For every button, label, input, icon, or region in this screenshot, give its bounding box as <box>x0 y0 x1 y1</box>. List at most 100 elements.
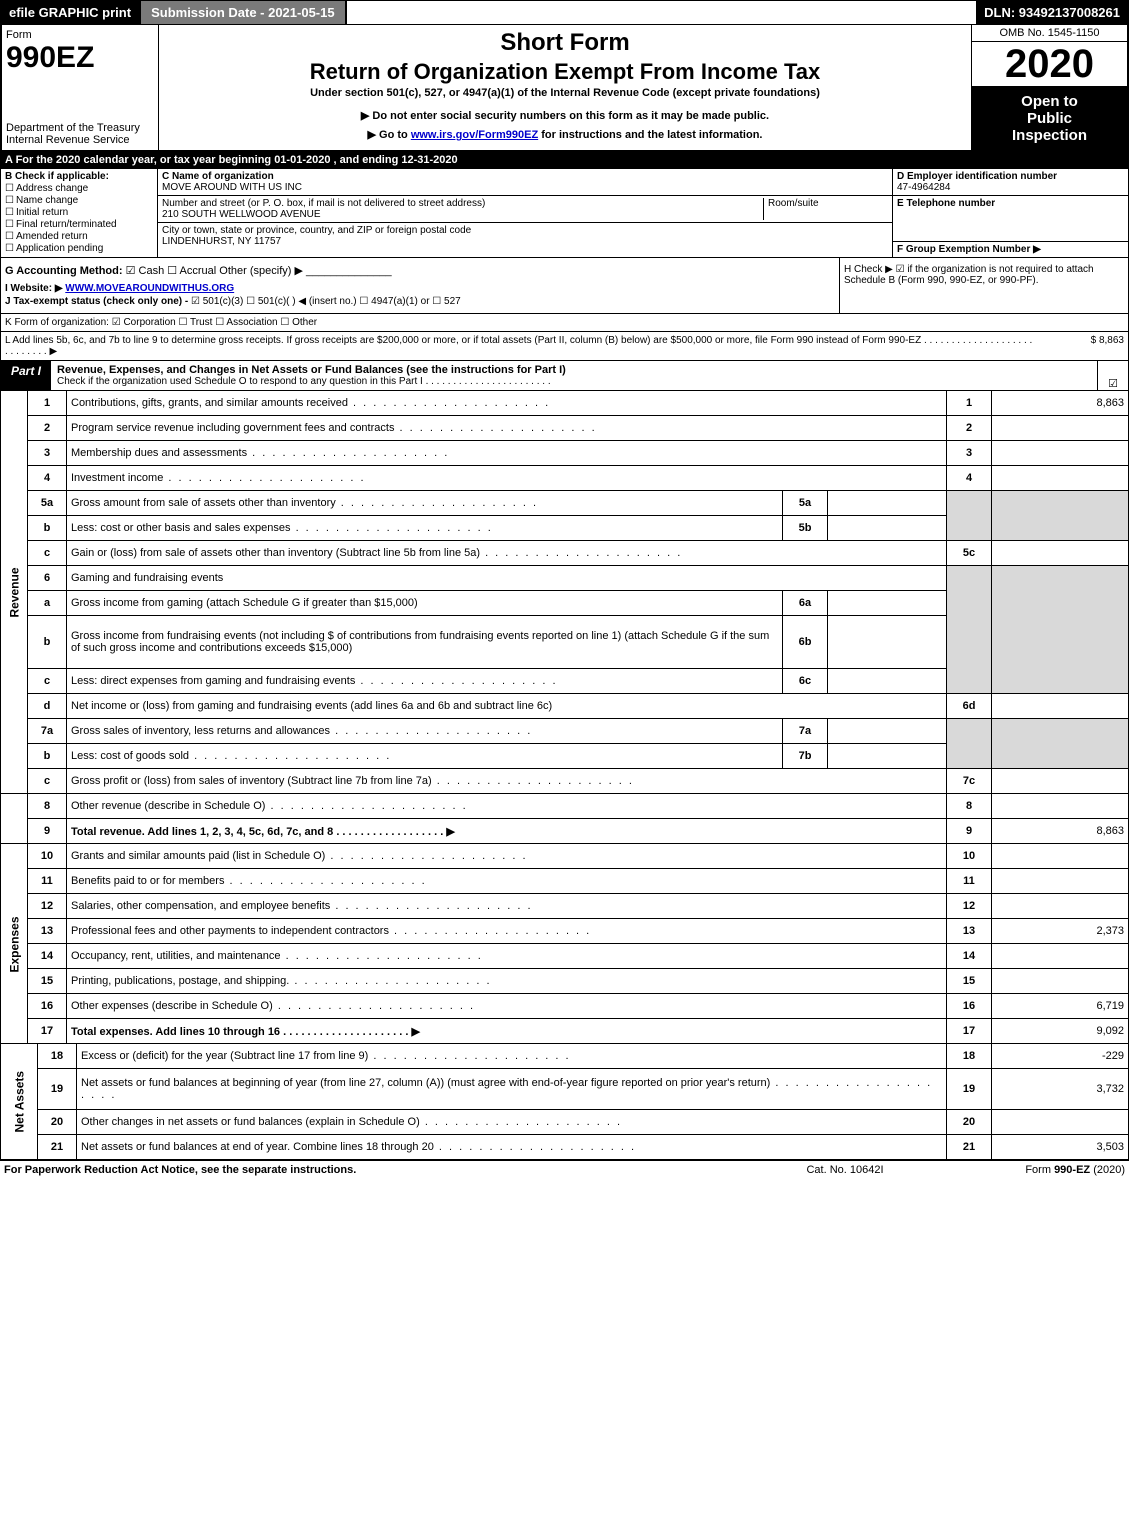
r18-num: 18 <box>38 1044 77 1069</box>
r15-num: 15 <box>28 969 67 994</box>
r18-amt: -229 <box>992 1044 1129 1069</box>
website-link[interactable]: WWW.MOVEAROUNDWITHUS.ORG <box>65 283 234 294</box>
expenses-sidelabel: Expenses <box>1 844 28 1044</box>
top-bar: efile GRAPHIC print Submission Date - 20… <box>0 0 1129 25</box>
r6b-sub: 6b <box>783 616 828 669</box>
revenue-sidelabel: Revenue <box>1 391 28 794</box>
r19-box: 19 <box>947 1069 992 1110</box>
g-acct-opts[interactable]: ☑ Cash ☐ Accrual Other (specify) ▶ <box>126 265 303 277</box>
form-number: 990EZ <box>6 41 154 75</box>
d-label: D Employer identification number <box>897 171 1124 182</box>
r3-amt <box>992 441 1129 466</box>
spacer <box>347 1 977 24</box>
r19-desc: Net assets or fund balances at beginning… <box>81 1077 932 1101</box>
r12-amt <box>992 894 1129 919</box>
r7ab-greybox <box>947 719 992 769</box>
r7a-num: 7a <box>28 719 67 744</box>
d-value: 47-4964284 <box>897 182 1124 193</box>
r6c-desc: Less: direct expenses from gaming and fu… <box>71 675 558 687</box>
r1-desc: Contributions, gifts, grants, and simila… <box>71 397 550 409</box>
b-opt-pending[interactable]: Application pending <box>5 243 153 254</box>
b-opt-initial[interactable]: Initial return <box>5 207 153 218</box>
r13-box: 13 <box>947 919 992 944</box>
f-group: F Group Exemption Number ▶ <box>893 242 1128 257</box>
efile-label[interactable]: efile GRAPHIC print <box>1 1 139 24</box>
r14-box: 14 <box>947 944 992 969</box>
k-form-of-org[interactable]: K Form of organization: ☑ Corporation ☐ … <box>0 314 1129 332</box>
r17-box: 17 <box>947 1019 992 1044</box>
c-city-value: LINDENHURST, NY 11757 <box>162 236 281 247</box>
r20-box: 20 <box>947 1110 992 1135</box>
r6b-num: b <box>28 616 67 669</box>
r6a-subv <box>828 591 947 616</box>
g-accounting: G Accounting Method: ☑ Cash ☐ Accrual Ot… <box>5 264 835 277</box>
r7b-num: b <box>28 744 67 769</box>
b-opt-name[interactable]: Name change <box>5 195 153 206</box>
col-g: G Accounting Method: ☑ Cash ☐ Accrual Ot… <box>1 258 840 313</box>
header-right: OMB No. 1545-1150 2020 Open to Public In… <box>972 25 1127 150</box>
section-bcdef: B Check if applicable: Address change Na… <box>0 169 1129 258</box>
r7c-num: c <box>28 769 67 794</box>
r6-greybox <box>947 566 992 694</box>
f-label: F Group Exemption Number ▶ <box>897 244 1041 255</box>
b-opt-address[interactable]: Address change <box>5 183 153 194</box>
goto-post: for instructions and the latest informat… <box>538 129 762 141</box>
r2-amt <box>992 416 1129 441</box>
c-room-label: Room/suite <box>768 198 819 209</box>
r3-num: 3 <box>28 441 67 466</box>
b-opt-final[interactable]: Final return/terminated <box>5 219 153 230</box>
title-short-form: Short Form <box>165 29 965 57</box>
goto-note: ▶ Go to www.irs.gov/Form990EZ for instru… <box>165 128 965 141</box>
r5a-subv <box>828 491 947 516</box>
r18-box: 18 <box>947 1044 992 1069</box>
section-b-checkboxes: B Check if applicable: Address change Na… <box>1 169 158 257</box>
r12-num: 12 <box>28 894 67 919</box>
part-i-title-text: Revenue, Expenses, and Changes in Net As… <box>57 364 566 376</box>
r6-desc: Gaming and fundraising events <box>67 566 947 591</box>
r8-num: 8 <box>28 794 67 819</box>
subtitle: Under section 501(c), 527, or 4947(a)(1)… <box>165 87 965 99</box>
r1-box: 1 <box>947 391 992 416</box>
r19-num: 19 <box>38 1069 77 1110</box>
expenses-table: Expenses 10 Grants and similar amounts p… <box>0 844 1129 1044</box>
r7a-sub: 7a <box>783 719 828 744</box>
submission-date: Submission Date - 2021-05-15 <box>139 1 347 24</box>
r9-desc: Total revenue. Add lines 1, 2, 3, 4, 5c,… <box>71 826 455 838</box>
r6c-num: c <box>28 669 67 694</box>
irs-link[interactable]: www.irs.gov/Form990EZ <box>411 129 538 141</box>
r6d-box: 6d <box>947 694 992 719</box>
part-i-check[interactable]: ☑ <box>1097 361 1128 390</box>
footer-left: For Paperwork Reduction Act Notice, see … <box>4 1164 745 1176</box>
r6b-desc: Gross income from fundraising events (no… <box>67 616 783 669</box>
b-opt-amended[interactable]: Amended return <box>5 231 153 242</box>
r13-desc: Professional fees and other payments to … <box>71 925 591 937</box>
r14-amt <box>992 944 1129 969</box>
r8-box: 8 <box>947 794 992 819</box>
r15-box: 15 <box>947 969 992 994</box>
c-addr-row: Number and street (or P. O. box, if mail… <box>158 196 892 223</box>
r6a-sub: 6a <box>783 591 828 616</box>
h-schedule-b: H Check ▶ ☑ if the organization is not r… <box>840 258 1128 313</box>
r14-num: 14 <box>28 944 67 969</box>
tax-opts[interactable]: ☑ 501(c)(3) ☐ 501(c)( ) ◀ (insert no.) ☐… <box>191 296 461 307</box>
part-i-tag: Part I <box>1 361 51 390</box>
header-left: Form 990EZ Department of the Treasury In… <box>2 25 159 150</box>
r21-desc: Net assets or fund balances at end of ye… <box>81 1141 636 1153</box>
r2-box: 2 <box>947 416 992 441</box>
r10-amt <box>992 844 1129 869</box>
r12-desc: Salaries, other compensation, and employ… <box>71 900 533 912</box>
r7ab-greyamt <box>992 719 1129 769</box>
footer-center: Cat. No. 10642I <box>745 1164 945 1176</box>
r21-box: 21 <box>947 1135 992 1160</box>
title-main: Return of Organization Exempt From Incom… <box>165 59 965 85</box>
r6c-subv <box>828 669 947 694</box>
c-addr-label: Number and street (or P. O. box, if mail… <box>162 198 485 209</box>
l-amount: $ 8,863 <box>1034 335 1124 357</box>
r5a-sub: 5a <box>783 491 828 516</box>
r5ab-greybox <box>947 491 992 541</box>
r6a-num: a <box>28 591 67 616</box>
r7b-desc: Less: cost of goods sold <box>71 750 391 762</box>
r5a-desc: Gross amount from sale of assets other t… <box>71 497 538 509</box>
part-i-header: Part I Revenue, Expenses, and Changes in… <box>0 361 1129 391</box>
l-text: L Add lines 5b, 6c, and 7b to line 9 to … <box>5 335 1034 357</box>
